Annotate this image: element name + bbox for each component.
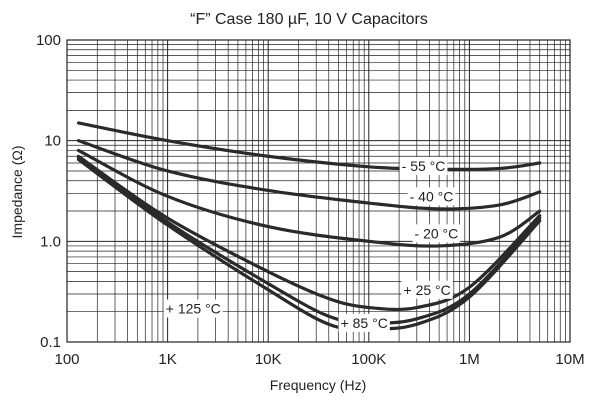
- x-axis-label: Frequency (Hz): [270, 377, 366, 393]
- series-label-text: - 55 °C: [402, 158, 446, 174]
- series-label-background: [399, 157, 448, 176]
- series-label-3: + 25 °C: [401, 280, 453, 299]
- plot-frame: [66, 39, 571, 343]
- series-label-text: - 20 °C: [415, 225, 459, 241]
- series-label-5: + 125 °C: [163, 299, 223, 318]
- x-tick-label: 100: [54, 351, 79, 368]
- x-tick-label: 10M: [555, 351, 584, 368]
- series-label-4: + 85 °C: [338, 313, 390, 332]
- series-labels: - 55 °C - 40 °C - 20 °C + 25 °C + 85 °C + 125…: [163, 157, 461, 332]
- y-axis-label: Impedance (Ω): [9, 146, 25, 239]
- x-tick-label: 1K: [158, 351, 176, 368]
- series-label-2: - 20 °C: [412, 224, 461, 243]
- series-line-2: [76, 148, 542, 248]
- x-tick-label: 10K: [255, 351, 282, 368]
- series-line-4: [76, 155, 542, 325]
- series-label-background: [412, 224, 461, 243]
- y-tick-label: 0.1: [40, 334, 61, 351]
- x-tick-label: 1M: [459, 351, 480, 368]
- y-tick-label: 100: [36, 32, 61, 49]
- series-label-background: [163, 299, 223, 318]
- x-tick-label: 100K: [351, 351, 386, 368]
- series-line-3: [76, 154, 542, 312]
- series-label-text: + 85 °C: [341, 315, 388, 331]
- chart-title: “F” Case 180 µF, 10 V Capacitors: [190, 11, 428, 28]
- y-tick-label: 1.0: [40, 233, 61, 250]
- series-label-background: [338, 313, 390, 332]
- grid: [66, 40, 570, 343]
- x-tick-labels: 100 1K 10K 100K 1M 10M: [54, 351, 584, 368]
- series-label-text: + 125 °C: [166, 301, 221, 317]
- y-tick-labels: 0.1 1.0 10 100: [36, 32, 61, 351]
- series-label-text: - 40 °C: [410, 188, 454, 204]
- series-label-background: [401, 280, 453, 299]
- y-tick-label: 10: [44, 133, 61, 150]
- series-label-background: [407, 187, 456, 206]
- series-label-0: - 55 °C: [399, 157, 448, 176]
- series-label-1: - 40 °C: [407, 187, 456, 206]
- series-label-text: + 25 °C: [404, 282, 451, 298]
- series-line-1: [76, 139, 542, 211]
- curves: [76, 121, 542, 331]
- series-line-0: [76, 121, 542, 171]
